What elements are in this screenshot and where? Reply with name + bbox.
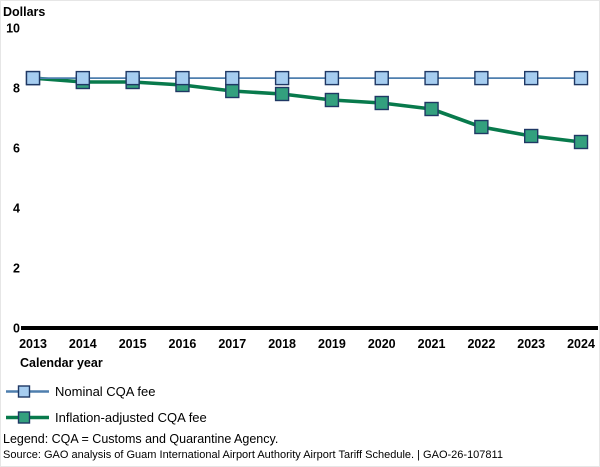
legend-item-inflation-adjusted: Inflation-adjusted CQA fee [6, 404, 207, 430]
svg-text:2020: 2020 [368, 337, 396, 351]
legend-label-nominal: Nominal CQA fee [55, 383, 156, 399]
x-axis-title: Calendar year [20, 356, 103, 370]
legend-label-inflation-adjusted: Inflation-adjusted CQA fee [55, 409, 207, 425]
plot-area: 0 2 4 6 8 10 2013 2014 2015 2016 2017 2018 2019 2020 2… [6, 22, 598, 351]
svg-text:2024: 2024 [567, 337, 595, 351]
svg-text:8: 8 [13, 82, 20, 96]
svg-text:2016: 2016 [169, 337, 197, 351]
svg-text:2022: 2022 [467, 337, 495, 351]
svg-text:0: 0 [13, 322, 20, 336]
svg-text:2015: 2015 [119, 337, 147, 351]
svg-text:10: 10 [6, 22, 20, 36]
source-note: Source: GAO analysis of Guam Internation… [3, 449, 503, 461]
chart-legend: Nominal CQA fee Inflation-adjusted CQA f… [6, 378, 207, 430]
svg-text:2019: 2019 [318, 337, 346, 351]
svg-text:2017: 2017 [218, 337, 246, 351]
svg-text:6: 6 [13, 142, 20, 156]
nominal-line-marker-icon [6, 384, 49, 398]
y-axis-title: Dollars [3, 5, 45, 19]
svg-text:2021: 2021 [418, 337, 446, 351]
svg-text:4: 4 [13, 202, 20, 216]
legend-item-nominal: Nominal CQA fee [6, 378, 207, 404]
svg-text:2018: 2018 [268, 337, 296, 351]
svg-text:2: 2 [13, 262, 20, 276]
svg-text:2023: 2023 [517, 337, 545, 351]
svg-text:2014: 2014 [69, 337, 97, 351]
svg-text:2013: 2013 [19, 337, 47, 351]
cqa-fee-line-chart: Dollars 0 2 4 6 8 10 2013 2014 2015 2016 2017 2018 2… [3, 5, 598, 370]
inflation-line-marker-icon [6, 410, 49, 424]
legend-note: Legend: CQA = Customs and Quarantine Age… [3, 432, 279, 446]
